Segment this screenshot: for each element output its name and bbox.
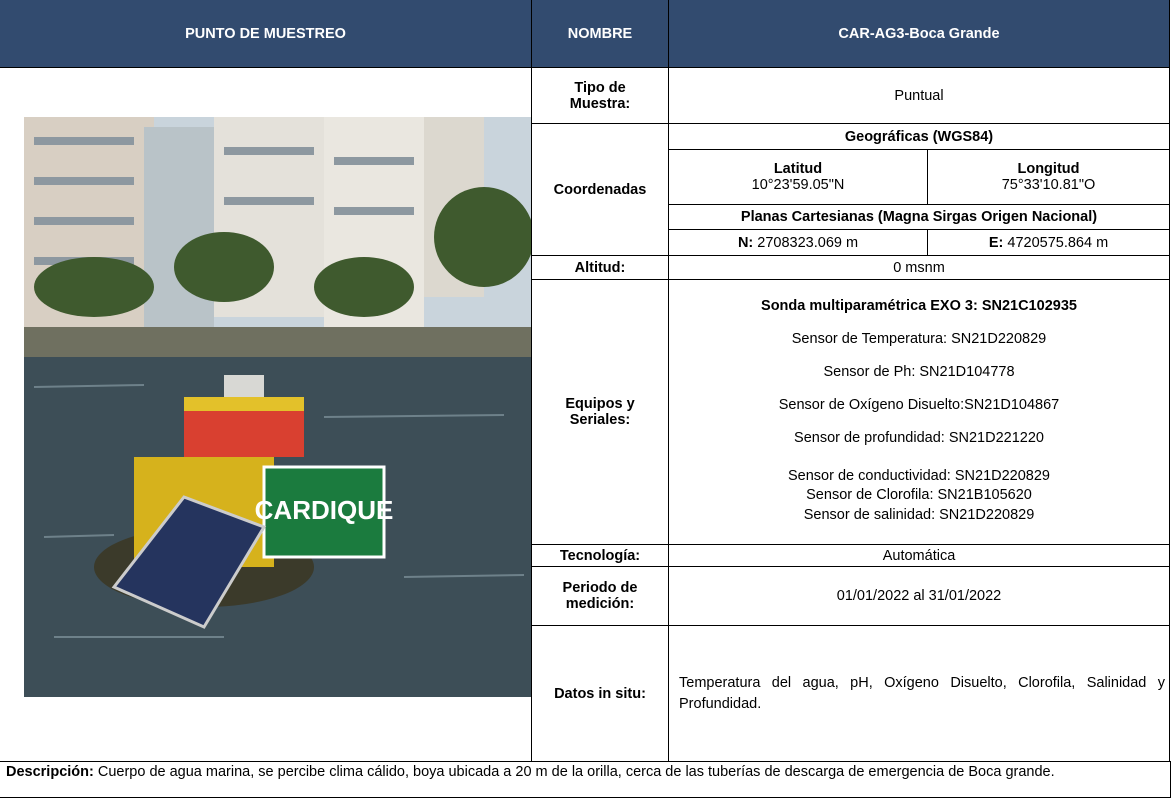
photo-cell: CARDIQUE <box>0 67 532 762</box>
value-cell: Planas Cartesianas (Magna Sirgas Origen … <box>668 204 1170 230</box>
sub-label: Longitud <box>1017 161 1080 177</box>
value: Puntual <box>894 87 944 104</box>
value: Automática <box>882 547 956 564</box>
label: Coordenadas <box>553 181 647 198</box>
sub-label: N: <box>737 234 754 251</box>
description-cell: Descripción: Cuerpo de agua marina, se p… <box>0 761 1171 798</box>
label-cell: Coordenadas <box>531 123 669 256</box>
value: 01/01/2022 al 31/01/2022 <box>836 588 1002 604</box>
sign-text: CARDIQUE <box>255 495 394 525</box>
value-cell: N: 2708323.069 m <box>668 229 928 256</box>
label-cell: Periodo de medición: <box>531 566 669 626</box>
label: Equipos y Seriales: <box>565 396 635 428</box>
value: 4720575.864 m <box>1007 234 1109 251</box>
value-cell: Puntual <box>668 67 1170 124</box>
value-cell: Automática <box>668 544 1170 567</box>
value-cell: Geográficas (WGS84) <box>668 123 1170 150</box>
header-text: CAR-AG3-Boca Grande <box>838 25 1000 42</box>
equip-item: Sensor de profundidad: SN21D221220 <box>794 430 1044 446</box>
description-label: Descripción: <box>6 764 94 780</box>
value: 75°33'10.81"O <box>1001 177 1096 193</box>
label: Altitud: <box>574 259 626 276</box>
value-cell: Latitud 10°23'59.05"N <box>668 149 928 205</box>
equip-item: Sensor de Temperatura: SN21D220829 <box>791 331 1047 347</box>
label: Periodo de medición: <box>562 580 638 612</box>
value-cell: E: 4720575.864 m <box>927 229 1170 256</box>
value-cell: 01/01/2022 al 31/01/2022 <box>668 566 1170 626</box>
equip-item: Sensor de Oxígeno Disuelto:SN21D104867 <box>778 397 1060 413</box>
header-text: NOMBRE <box>567 25 633 42</box>
equip-item: Sensor de conductividad: SN21D220829 <box>788 468 1050 484</box>
value: Planas Cartesianas (Magna Sirgas Origen … <box>740 209 1098 225</box>
value-cell: Sonda multiparamétrica EXO 3: SN21C10293… <box>668 279 1170 545</box>
header-cell: NOMBRE <box>531 0 669 68</box>
label-cell: Altitud: <box>531 255 669 280</box>
label: Tipo de Muestra: <box>569 79 631 112</box>
value: Temperatura del agua, pH, Oxígeno Disuel… <box>679 674 1165 712</box>
value: 2708323.069 m <box>757 234 859 251</box>
equip-item: Sensor de salinidad: SN21D220829 <box>803 507 1035 523</box>
header-cell: PUNTO DE MUESTREO <box>0 0 532 68</box>
header-text: PUNTO DE MUESTREO <box>185 25 346 42</box>
label-cell: Tecnología: <box>531 544 669 567</box>
equip-title: Sonda multiparamétrica EXO 3: SN21C10293… <box>761 298 1077 314</box>
value-cell: Longitud 75°33'10.81"O <box>927 149 1170 205</box>
equip-item: Sensor de Ph: SN21D104778 <box>823 364 1015 380</box>
sub-label: E: <box>988 234 1004 251</box>
label: Datos in situ: <box>554 685 646 702</box>
label-cell: Equipos y Seriales: <box>531 279 669 545</box>
value: 0 msnm <box>893 259 945 276</box>
value-cell: Temperatura del agua, pH, Oxígeno Disuel… <box>668 625 1170 762</box>
label: Tecnología: <box>559 547 641 564</box>
header-cell: CAR-AG3-Boca Grande <box>668 0 1170 68</box>
sub-label: Latitud <box>773 161 823 177</box>
value: 10°23'59.05"N <box>751 177 845 193</box>
value-cell: 0 msnm <box>668 255 1170 280</box>
equip-item: Sensor de Clorofila: SN21B105620 <box>806 487 1032 503</box>
label-cell: Tipo de Muestra: <box>531 67 669 124</box>
value: Geográficas (WGS84) <box>844 128 994 145</box>
description-text: Cuerpo de agua marina, se percibe clima … <box>97 764 1055 780</box>
photo: CARDIQUE <box>24 117 532 697</box>
label-cell: Datos in situ: <box>531 625 669 762</box>
